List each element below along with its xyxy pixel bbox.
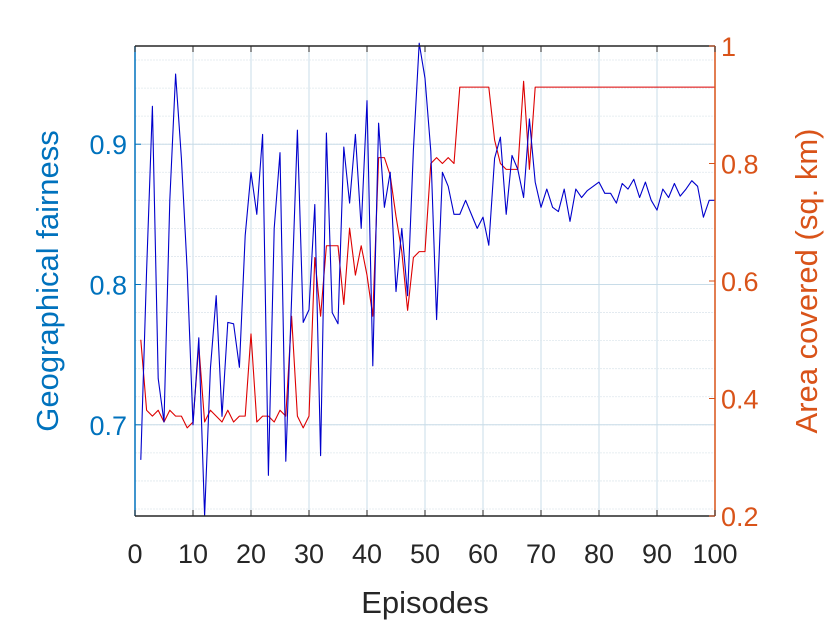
x-axis-ticks: 0 10 20 30 40 50 60 70 80 90 100 [127,46,738,569]
x-tick-label: 0 [127,539,142,569]
right-y-tick-label: 1 [721,32,736,62]
x-tick-label: 70 [526,539,556,569]
right-y-tick-label: 0.8 [721,150,759,180]
left-y-axis-title: Geographical fairness [30,130,65,432]
area-covered-series [140,80,715,429]
right-y-axis-ticks: 0.2 0.4 0.6 0.8 1 [709,32,759,532]
left-y-tick-label: 0.8 [89,271,127,301]
left-y-tick-label: 0.7 [89,411,127,441]
left-y-tick-label: 0.9 [89,130,127,160]
x-tick-label: 90 [642,539,672,569]
fairness-line [140,42,715,517]
geographical-fairness-series [140,42,715,517]
x-tick-label: 50 [410,539,440,569]
x-tick-label: 30 [294,539,324,569]
x-axis-title: Episodes [361,585,489,620]
right-y-tick-label: 0.6 [721,267,759,297]
left-y-axis-ticks: 0.7 0.8 0.9 [89,130,141,441]
x-tick-label: 80 [584,539,614,569]
right-y-tick-label: 0.4 [721,385,759,415]
x-tick-label: 10 [178,539,208,569]
x-tick-label: 100 [692,539,737,569]
x-tick-label: 20 [236,539,266,569]
area-covered-line [140,80,715,429]
x-tick-label: 60 [468,539,498,569]
right-y-axis-title: Area covered (sq. km) [789,129,824,434]
right-y-tick-label: 0.2 [721,502,759,532]
x-tick-label: 40 [352,539,382,569]
